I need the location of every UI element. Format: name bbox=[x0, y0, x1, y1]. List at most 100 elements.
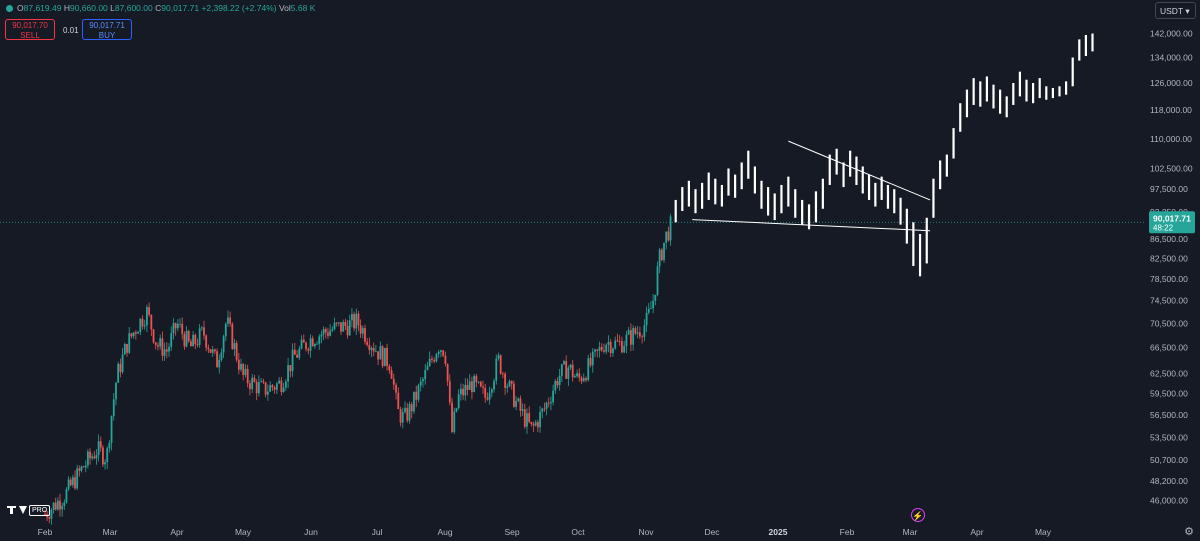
candle-body bbox=[459, 388, 462, 395]
candle-body bbox=[307, 349, 310, 351]
candle-body bbox=[658, 249, 661, 267]
candle-body bbox=[510, 380, 513, 384]
currency-selector[interactable]: USDT ▾ bbox=[1155, 2, 1196, 19]
candle-body bbox=[528, 413, 531, 422]
candle-body bbox=[587, 358, 590, 381]
candle-body bbox=[596, 349, 599, 351]
lot-size[interactable]: 0.01 bbox=[63, 26, 79, 35]
sell-button[interactable]: 90,017.70 SELL bbox=[5, 19, 55, 40]
candle-body bbox=[324, 329, 327, 333]
candle-body bbox=[198, 328, 201, 345]
price-tick-label: 78,500.00 bbox=[1150, 274, 1188, 284]
candle-body bbox=[157, 344, 159, 347]
candle-body bbox=[137, 332, 139, 334]
candle-body bbox=[466, 384, 469, 390]
projection-bar bbox=[828, 154, 831, 185]
time-tick-label: Oct bbox=[571, 527, 585, 537]
projection-bar bbox=[880, 176, 883, 200]
candle-body bbox=[235, 343, 238, 360]
candle-body bbox=[65, 489, 68, 503]
projection-bar bbox=[747, 150, 750, 179]
candle-body bbox=[506, 386, 509, 388]
candle-body bbox=[298, 348, 301, 358]
candle-body bbox=[220, 352, 223, 360]
candle-body bbox=[444, 355, 447, 364]
candle-body bbox=[333, 322, 336, 330]
candle-body bbox=[477, 381, 480, 383]
low-value: 87,600.00 bbox=[114, 3, 153, 13]
candle-body bbox=[594, 349, 596, 352]
candle-body bbox=[163, 349, 166, 356]
candle-body bbox=[451, 402, 453, 433]
candle-body bbox=[364, 328, 366, 342]
lightning-icon[interactable]: ⚡ bbox=[911, 508, 925, 522]
candle-body bbox=[543, 408, 546, 410]
projection-bar bbox=[734, 174, 737, 198]
price-tick-label: 62,500.00 bbox=[1150, 368, 1188, 378]
candle-body bbox=[50, 509, 53, 519]
candle-body bbox=[545, 402, 548, 409]
projection-bar bbox=[773, 193, 776, 221]
price-tick-label: 97,500.00 bbox=[1150, 184, 1188, 194]
candle-body bbox=[377, 351, 379, 360]
gear-icon[interactable]: ⚙ bbox=[1184, 526, 1194, 538]
candle-body bbox=[490, 389, 493, 393]
candle-body bbox=[399, 409, 402, 423]
candle-body bbox=[187, 330, 190, 342]
candle-body bbox=[462, 388, 464, 396]
candle-body bbox=[571, 364, 574, 378]
candle-body bbox=[497, 355, 500, 359]
candle-body bbox=[44, 514, 46, 515]
candle-body bbox=[616, 340, 619, 342]
projection-bar bbox=[767, 187, 770, 216]
candle-body bbox=[647, 308, 650, 313]
candle-body bbox=[614, 340, 617, 349]
candle-body bbox=[422, 379, 424, 382]
candle-body bbox=[660, 249, 663, 261]
candle-body bbox=[636, 332, 639, 334]
projection-bar bbox=[918, 234, 922, 277]
candle-body bbox=[442, 350, 445, 356]
candle-body bbox=[218, 359, 221, 368]
pro-badge: PRO bbox=[29, 505, 51, 516]
candle-body bbox=[344, 321, 347, 326]
projection-bar bbox=[965, 89, 969, 118]
projection-bar bbox=[687, 180, 690, 207]
projection-bar bbox=[979, 81, 982, 107]
projection-bar bbox=[867, 174, 871, 200]
candle-body bbox=[229, 317, 232, 324]
candle-body bbox=[309, 338, 312, 351]
candle-body bbox=[143, 325, 146, 327]
projection-bar bbox=[905, 208, 908, 244]
candle-body bbox=[316, 343, 318, 345]
projection-bar bbox=[787, 176, 790, 207]
time-tick-label: 2025 bbox=[769, 527, 788, 537]
candle-body bbox=[408, 404, 411, 421]
price-tick-label: 86,500.00 bbox=[1150, 234, 1188, 244]
price-tick-label: 134,000.00 bbox=[1150, 53, 1193, 63]
candle-body bbox=[179, 323, 181, 325]
candle-body bbox=[56, 500, 59, 510]
projection-bar bbox=[932, 178, 935, 218]
time-tick-label: Apr bbox=[970, 527, 983, 537]
candle-body bbox=[63, 502, 66, 506]
buy-button[interactable]: 90,017.71 BUY bbox=[82, 19, 132, 40]
candle-body bbox=[517, 398, 520, 401]
candle-body bbox=[353, 314, 355, 329]
candle-body bbox=[417, 385, 420, 400]
time-tick-label: May bbox=[1035, 527, 1052, 537]
candle-body bbox=[433, 359, 436, 362]
candle-body bbox=[78, 468, 81, 471]
volume-value: 5.68 K bbox=[290, 3, 316, 13]
projection-bar bbox=[959, 103, 962, 132]
candle-body bbox=[296, 354, 298, 358]
candle-body bbox=[269, 385, 272, 392]
candle-body bbox=[634, 328, 637, 334]
candle-body bbox=[128, 333, 131, 353]
projection-bar bbox=[814, 191, 818, 223]
price-tick-label: 118,000.00 bbox=[1150, 105, 1192, 115]
candle-body bbox=[99, 441, 102, 448]
low-label: L bbox=[110, 3, 115, 13]
candle-body bbox=[260, 381, 263, 383]
